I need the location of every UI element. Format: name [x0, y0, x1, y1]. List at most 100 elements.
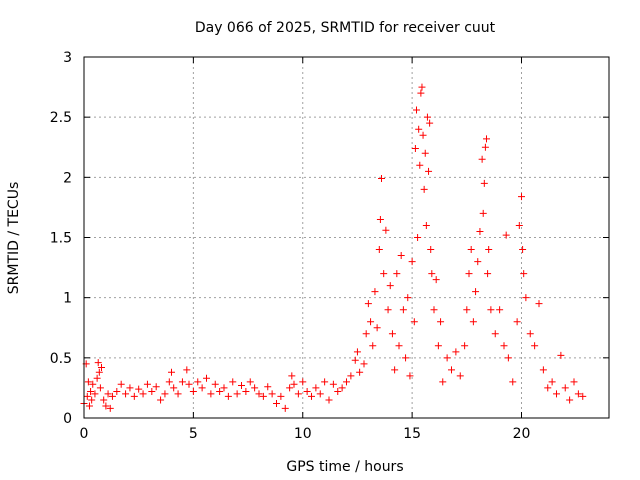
data-point	[483, 135, 490, 143]
data-point	[87, 388, 95, 396]
data-points	[80, 83, 587, 412]
data-point	[106, 404, 114, 412]
data-point	[399, 306, 407, 314]
data-point	[386, 282, 394, 290]
data-point	[410, 318, 418, 326]
data-point	[89, 380, 97, 388]
data-point	[178, 378, 186, 386]
data-point	[165, 378, 173, 386]
data-point	[520, 270, 528, 278]
data-point	[91, 390, 99, 398]
data-point	[362, 330, 370, 338]
data-point	[487, 306, 495, 314]
data-point	[478, 155, 486, 163]
axis-ticks: 0 5 10 15 20 0 0.5 1 1.5 2 2.5 3	[50, 50, 609, 442]
data-point	[380, 270, 388, 278]
data-point	[273, 400, 280, 408]
data-point	[113, 388, 121, 396]
data-point	[480, 179, 488, 187]
data-point	[574, 390, 582, 398]
data-point	[98, 363, 105, 371]
data-point	[238, 382, 245, 390]
data-point	[93, 374, 101, 382]
data-point	[207, 390, 215, 398]
data-point	[456, 372, 464, 380]
data-point	[229, 378, 237, 386]
data-point	[465, 270, 473, 278]
data-point	[308, 392, 315, 400]
data-point	[347, 372, 355, 380]
x-tick-label: 5	[189, 426, 198, 442]
data-point	[439, 378, 447, 386]
data-point	[353, 348, 361, 356]
data-point	[496, 306, 504, 314]
data-point	[303, 388, 311, 396]
data-point	[443, 354, 451, 362]
data-point	[85, 402, 93, 410]
data-point	[420, 185, 428, 193]
data-point	[427, 246, 435, 254]
data-point	[369, 342, 377, 350]
data-point	[515, 221, 523, 229]
data-point	[367, 318, 375, 326]
data-point	[338, 384, 346, 392]
data-point	[535, 300, 543, 308]
data-point	[491, 330, 499, 338]
data-point	[448, 366, 455, 374]
data-point	[94, 359, 102, 367]
data-point	[417, 89, 425, 97]
data-point	[170, 384, 178, 392]
data-point	[185, 380, 193, 388]
data-point	[88, 396, 96, 404]
data-point	[376, 215, 384, 223]
x-tick-label: 20	[513, 426, 531, 442]
data-point	[539, 366, 547, 374]
data-point	[375, 246, 383, 254]
data-point	[351, 356, 359, 364]
data-point	[419, 131, 427, 139]
data-point	[288, 372, 296, 380]
data-point	[264, 383, 272, 391]
data-point	[343, 378, 350, 386]
data-point	[168, 368, 175, 376]
data-point	[251, 384, 259, 392]
grid-lines	[84, 57, 609, 418]
data-point	[203, 374, 210, 382]
data-point	[96, 384, 104, 392]
data-point	[561, 384, 569, 392]
data-point	[544, 384, 552, 392]
data-point	[334, 388, 342, 396]
data-point	[526, 330, 534, 338]
data-point	[148, 388, 156, 396]
data-point	[484, 270, 492, 278]
data-point	[95, 368, 103, 376]
data-point	[476, 227, 484, 235]
data-point	[83, 392, 91, 400]
data-point	[479, 209, 487, 217]
data-point	[356, 368, 364, 376]
data-point	[139, 390, 147, 398]
data-point	[502, 231, 510, 239]
data-point	[371, 288, 379, 296]
data-point	[321, 378, 329, 386]
y-tick-label: 1.5	[50, 231, 72, 247]
data-point	[259, 392, 267, 400]
data-point	[397, 252, 405, 260]
data-point	[316, 390, 324, 398]
data-point	[360, 360, 368, 368]
data-point	[211, 380, 219, 388]
data-point	[108, 392, 116, 400]
data-point	[277, 392, 285, 400]
data-point	[157, 396, 165, 404]
data-point	[485, 246, 493, 254]
data-point	[402, 354, 410, 362]
data-point	[421, 149, 429, 157]
data-point	[418, 83, 426, 91]
chart-title: Day 066 of 2025, SRMTID for receiver cuu…	[195, 20, 496, 36]
data-point	[566, 396, 574, 404]
data-point	[395, 342, 403, 350]
data-point	[174, 390, 182, 398]
x-tick-label: 0	[80, 426, 89, 442]
data-point	[126, 384, 134, 392]
data-point	[411, 144, 419, 152]
